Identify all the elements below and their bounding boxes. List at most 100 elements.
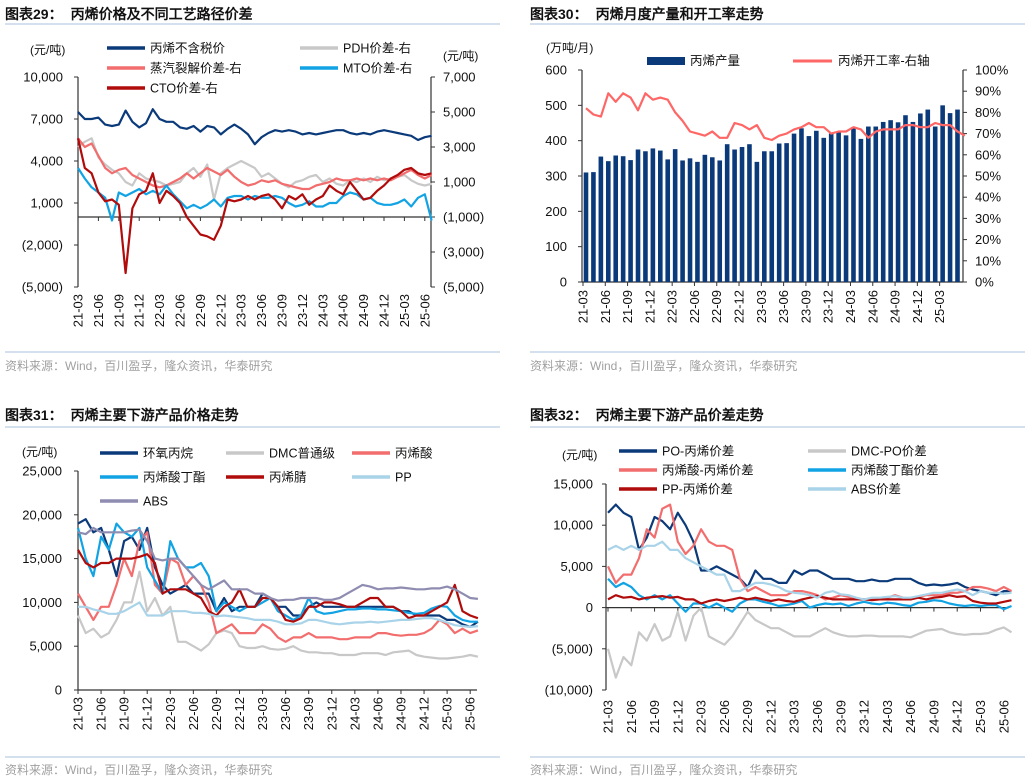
bar (925, 109, 931, 282)
x-tick-label: 22-06 (717, 700, 732, 733)
x-tick-label: 22-06 (687, 290, 702, 323)
y-tick-label-left: 10,000 (553, 518, 593, 533)
x-tick-label: 24-03 (315, 294, 330, 327)
y-tick-label-left: 10,000 (23, 70, 63, 85)
bar (880, 121, 886, 282)
x-tick-label: 23-03 (787, 700, 802, 733)
chart-number: 图表32： (530, 407, 588, 423)
y-tick-label-right: (3,000) (443, 245, 484, 260)
y-tick-label-right: 30% (975, 211, 1001, 226)
chart-title: 图表30： 丙烯月度产量和开工率走势 (530, 6, 764, 22)
y-axis-unit-left: (元/吨) (22, 445, 57, 459)
y-tick-label-left: (5,000) (552, 641, 593, 656)
series-line-1 (606, 606, 1013, 679)
bar (739, 147, 745, 282)
legend-label: 丙烯酸丁酯价差 (851, 463, 939, 478)
bar (843, 135, 849, 282)
y-tick-label-right: 5,000 (443, 105, 476, 120)
bar (903, 115, 908, 282)
x-tick-label: 22-12 (763, 700, 778, 733)
x-tick-label: 23-06 (776, 290, 791, 323)
y-tick-label-right: 7,000 (443, 70, 476, 85)
x-tick-label: 21-12 (642, 290, 657, 323)
y-tick-label-left: 0 (560, 275, 567, 290)
x-tick-label: 25-03 (973, 700, 988, 733)
x-tick-label: 23-06 (254, 294, 269, 327)
y-tick-label-right: 90% (975, 84, 1001, 99)
x-tick-label: 25-06 (417, 294, 432, 327)
series-line-5 (78, 601, 479, 629)
bar (873, 126, 879, 283)
x-tick-label: 22-03 (665, 290, 680, 323)
bar (918, 113, 923, 283)
series-line-0 (607, 503, 1012, 597)
series-line-2 (77, 137, 433, 191)
legend-swatch-bar (647, 57, 685, 65)
x-tick-label: 23-03 (234, 294, 249, 327)
chart-title-text: 丙烯主要下游产品价格走势 (71, 407, 239, 423)
bar (784, 143, 789, 282)
x-tick-label: 24-06 (370, 697, 385, 730)
x-tick-label: 22-09 (209, 697, 224, 730)
y-tick-label-right: 20% (975, 232, 1001, 247)
y-tick-label-right: 50% (975, 169, 1001, 184)
chart-number: 图表29： (5, 6, 63, 22)
bar (762, 151, 767, 282)
bar (910, 121, 916, 282)
chart-title-text: 丙烯主要下游产品价差走势 (596, 407, 764, 423)
bar (643, 151, 648, 282)
y-tick-label-right: 70% (975, 126, 1001, 141)
x-tick-label: 23-12 (821, 290, 836, 323)
legend-label: PP (395, 471, 412, 485)
x-tick-label: 23-09 (833, 700, 848, 733)
x-tick-label: 22-09 (709, 290, 724, 323)
chart-title-text: 丙烯价格及不同工艺路径价差 (71, 6, 253, 22)
bar (702, 154, 708, 282)
y-tick-label-right: 80% (975, 105, 1001, 120)
bar (955, 109, 960, 282)
legend-label: 丙烯腈 (269, 471, 307, 485)
x-tick-label: 24-12 (910, 290, 925, 323)
bar (710, 157, 715, 282)
y-tick-label-right: (5,000) (443, 280, 484, 295)
bar (769, 151, 775, 282)
y-tick-label-left: 20,000 (22, 507, 62, 522)
bar (747, 144, 752, 282)
legend-label: PO-丙烯价差 (662, 445, 734, 459)
y-tick-label-left: 100 (545, 239, 567, 254)
legend-label: 丙烯酸 (395, 446, 433, 461)
series-line-0 (77, 108, 432, 146)
bar (591, 172, 596, 282)
y-tick-label-right: 100% (975, 63, 1009, 78)
x-tick-label: 23-09 (275, 294, 290, 327)
y-tick-label-left: 1,000 (30, 196, 63, 211)
y-tick-label-left: 10,000 (22, 595, 62, 610)
y-tick-label-right: 1,000 (443, 175, 476, 190)
x-tick-label: 21-09 (620, 290, 635, 323)
series-line-4 (77, 549, 479, 623)
bar (947, 113, 953, 283)
x-tick-label: 24-06 (865, 290, 880, 323)
source-note: 资料来源：Wind，百川盈孚，隆众资讯，华泰研究 (530, 358, 797, 373)
bar (776, 143, 782, 282)
x-tick-label: 25-03 (397, 294, 412, 327)
x-tick-label: 25-03 (440, 697, 455, 730)
y-tick-label-right: (1,000) (443, 210, 484, 225)
x-tick-label: 22-03 (694, 700, 709, 733)
bar (732, 149, 737, 282)
bar (613, 155, 619, 282)
x-tick-label: 21-03 (601, 700, 616, 733)
x-tick-label: 24-06 (903, 700, 918, 733)
bar (628, 160, 633, 282)
chart-number: 图表31： (5, 407, 63, 423)
y-tick-label-right: 60% (975, 147, 1001, 162)
legend-label: DMC普通级 (269, 447, 335, 461)
y-axis-unit-left: (元/吨) (562, 448, 597, 462)
bar (858, 138, 864, 282)
y-tick-label-left: 4,000 (30, 154, 63, 169)
x-tick-label: 22-06 (173, 294, 188, 327)
y-tick-label-left: (2,000) (22, 238, 63, 253)
legend-label: 丙烯酸丁酯 (143, 470, 206, 485)
bar (895, 122, 901, 282)
y-axis-unit-right: (元/吨) (443, 49, 478, 63)
